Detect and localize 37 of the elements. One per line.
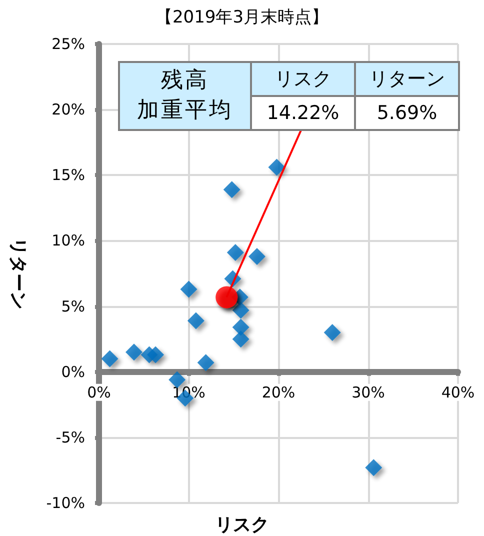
annotation: リスク: [251, 62, 355, 96]
y-tick-label: 20%: [52, 100, 85, 119]
annotation: リターン: [355, 62, 459, 96]
x-tick-label: 20%: [262, 383, 296, 402]
annotation: 残高: [160, 67, 210, 95]
annotation: 14.22%: [251, 96, 355, 130]
chart-title: 【2019年3月末時点】: [155, 8, 329, 28]
point: [268, 158, 286, 176]
point: [101, 350, 118, 368]
point: [248, 248, 266, 265]
x-tick-label: 30%: [352, 383, 385, 402]
point: [180, 280, 198, 298]
point: [187, 312, 204, 330]
y-tick-label: -10%: [46, 494, 85, 512]
point: [226, 244, 244, 262]
y-axis-title: リターン: [8, 238, 28, 310]
x-tick-label: 40%: [441, 383, 475, 402]
point: [197, 354, 214, 372]
x-axis-title: リスク: [215, 514, 269, 536]
annotation: 加重平均: [136, 97, 234, 125]
point: [324, 324, 341, 342]
point: [232, 330, 250, 348]
y-tick-label: 25%: [52, 35, 85, 53]
annotation: 5.69%: [355, 96, 459, 130]
x-tick-label: 10%: [172, 383, 206, 402]
point: [216, 286, 238, 308]
y-tick-label: 0%: [61, 362, 85, 381]
y-tick-label: 5%: [61, 297, 85, 316]
point: [126, 344, 143, 361]
y-tick-label: 15%: [52, 166, 85, 184]
y-tick-label: -5%: [56, 428, 85, 446]
x-tick-label: 0%: [87, 383, 111, 402]
point: [223, 181, 240, 198]
y-tick-label: 10%: [52, 232, 85, 250]
point: [147, 346, 164, 364]
point: [232, 302, 250, 319]
point: [365, 459, 382, 476]
